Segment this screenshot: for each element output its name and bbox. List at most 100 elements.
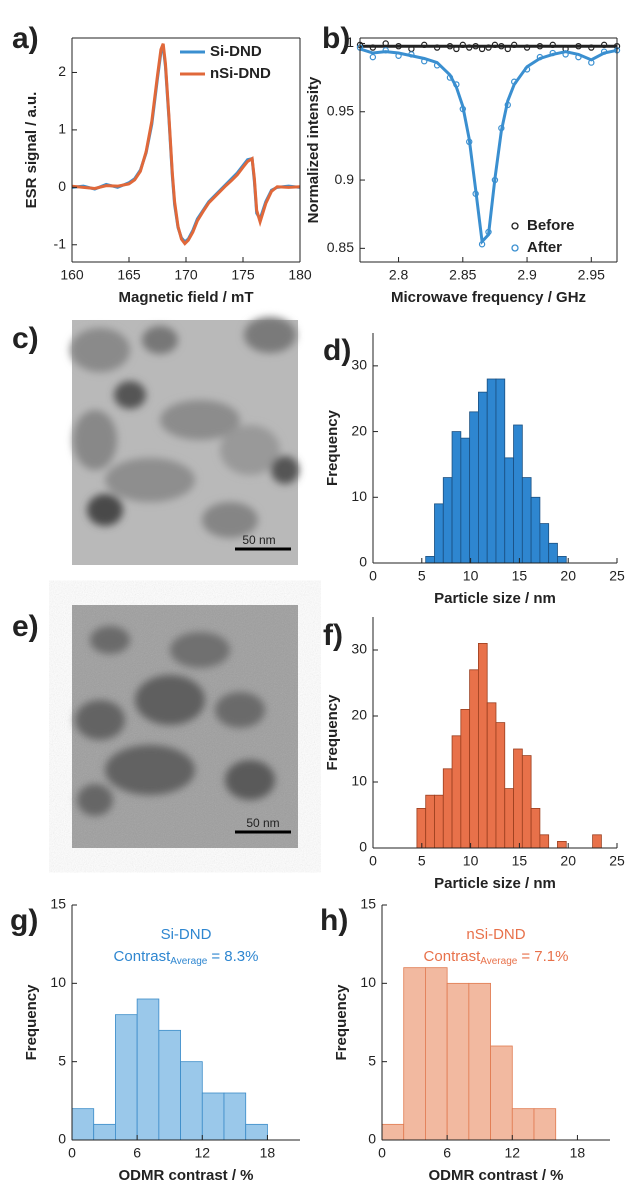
y-tick-label: 0.9 [335, 171, 355, 187]
y-axis-label: ESR signal / a.u. [23, 92, 40, 209]
data-point [600, 48, 608, 55]
y-axis-label: Frequency [324, 694, 341, 771]
data-point [472, 190, 479, 197]
panel-label: a) [12, 22, 39, 55]
data-point [421, 58, 428, 65]
histogram-bar [495, 722, 506, 849]
histogram-bar [451, 735, 462, 849]
data-point [446, 42, 454, 50]
data-point [433, 62, 441, 69]
y-tick-label: 20 [351, 707, 367, 723]
y-tick-label: 1 [58, 121, 66, 137]
x-tick-label: 170 [174, 267, 198, 283]
panel-label: h) [320, 904, 348, 937]
legend-label: After [527, 239, 562, 256]
histogram-bar [486, 378, 497, 564]
annotation-text: ContrastAverage = 8.3% [114, 948, 259, 967]
histogram-bar [460, 709, 471, 849]
data-point [504, 101, 511, 109]
x-tick-label: 180 [288, 267, 312, 283]
particles [75, 626, 275, 816]
tem-image-e [72, 605, 298, 848]
x-axis-label: Particle size / nm [434, 875, 556, 892]
histogram-bar [539, 834, 550, 849]
data-point [369, 44, 377, 51]
y-tick-label: 0.95 [327, 102, 354, 118]
panel-label: f) [323, 619, 343, 652]
x-tick-label: 175 [231, 267, 255, 283]
y-tick-label: 10 [50, 974, 66, 990]
histogram-bar [446, 982, 470, 1141]
x-tick-label: 2.95 [578, 267, 605, 283]
panel-label: e) [12, 610, 39, 643]
annotation-main: Contrast [114, 948, 172, 965]
x-tick-label: 2.8 [389, 267, 409, 283]
panel-label: d) [323, 334, 351, 367]
x-tick-label: 0 [369, 853, 377, 869]
histogram-bar [511, 1108, 535, 1141]
x-tick-label: 6 [133, 1145, 141, 1161]
y-axis-label: Frequency [23, 984, 40, 1061]
histogram-bar [416, 808, 427, 849]
histogram-bar [93, 1123, 116, 1141]
histogram-bar [469, 411, 479, 564]
histogram-bar [521, 477, 532, 564]
x-axis-label: ODMR contrast / % [428, 1167, 563, 1184]
histogram-bar [460, 437, 471, 564]
annotation-name: nSi-DND [466, 926, 525, 943]
data-point [453, 45, 460, 53]
annotation-subscript: Average [170, 956, 208, 967]
y-tick-label: 5 [368, 1052, 376, 1068]
data-point [446, 74, 454, 81]
x-tick-label: 5 [418, 568, 426, 584]
histogram-bar [548, 542, 558, 564]
x-axis-label: Microwave frequency / GHz [391, 289, 586, 306]
annotation-value: = 7.1% [521, 948, 568, 965]
histogram-bar [442, 477, 453, 564]
data-point [491, 176, 499, 184]
data-point [600, 41, 608, 49]
y-tick-label: 20 [351, 422, 367, 438]
histogram-bar [478, 643, 488, 849]
histogram-bar [486, 702, 497, 849]
x-tick-label: 2.9 [517, 267, 537, 283]
y-tick-label: 0 [359, 554, 367, 570]
histogram-bar [495, 378, 506, 564]
x-tick-label: 18 [260, 1145, 276, 1161]
x-tick-label: 0 [68, 1145, 76, 1161]
tem-image-c [70, 317, 299, 565]
histogram-bar [136, 998, 160, 1141]
y-tick-label: 10 [360, 974, 376, 990]
histogram-bar [521, 755, 532, 849]
x-tick-label: 25 [609, 568, 625, 584]
y-tick-label: 0.85 [327, 239, 354, 255]
histogram-bar [425, 794, 435, 849]
legend-swatch [511, 244, 519, 252]
particles [70, 317, 299, 538]
data-point [575, 42, 582, 50]
y-tick-label: 0 [368, 1131, 376, 1147]
data-point [395, 52, 402, 59]
x-tick-label: 10 [463, 853, 479, 869]
annotation-value: = 8.3% [211, 948, 258, 965]
x-tick-label: 5 [418, 853, 426, 869]
x-tick-label: 0 [369, 568, 377, 584]
annotation-name: Si-DND [161, 926, 212, 943]
histogram-bar [451, 431, 462, 564]
histogram-bar [592, 834, 602, 849]
data-point [382, 47, 389, 54]
histogram-bar [71, 1108, 95, 1141]
histogram-bar [490, 1045, 513, 1141]
data-point [523, 66, 531, 73]
histogram-bar [504, 788, 514, 849]
data-point [466, 44, 473, 51]
data-point [536, 42, 544, 50]
data-point [459, 41, 466, 49]
data-point [485, 44, 492, 51]
histogram-bar [434, 503, 444, 564]
histogram-bar [530, 808, 541, 849]
panel-label: g) [10, 904, 38, 937]
histogram-bar [513, 748, 523, 849]
histogram-bar [425, 967, 448, 1141]
